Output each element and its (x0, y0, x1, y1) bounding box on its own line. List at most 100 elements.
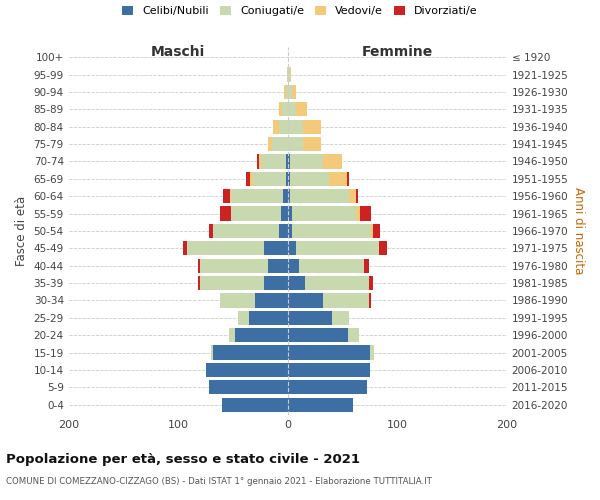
Bar (292, 206, 356, 220)
Bar (287, 224, 292, 238)
Bar (257, 154, 259, 168)
Bar (356, 206, 360, 220)
Legend: Celibi/Nubili, Coniugati/e, Vedovi/e, Divorziati/e: Celibi/Nubili, Coniugati/e, Vedovi/e, Di… (122, 6, 478, 16)
Bar (231, 189, 283, 204)
Text: COMUNE DI COMEZZANO-CIZZAGO (BS) - Dati ISTAT 1° gennaio 2021 - Elaborazione TUT: COMUNE DI COMEZZANO-CIZZAGO (BS) - Dati … (6, 478, 432, 486)
Bar (287, 398, 353, 412)
Bar (279, 120, 287, 134)
Bar (290, 154, 323, 168)
Bar (287, 85, 292, 99)
Y-axis label: Fasce di età: Fasce di età (15, 196, 28, 266)
Bar (220, 294, 255, 308)
Bar (284, 85, 286, 99)
Bar (347, 172, 349, 186)
Bar (369, 276, 373, 290)
Bar (238, 310, 250, 325)
Bar (263, 276, 287, 290)
Bar (287, 172, 290, 186)
Bar (200, 258, 268, 273)
Bar (299, 258, 364, 273)
Bar (356, 189, 358, 204)
Bar (253, 172, 286, 186)
Bar (292, 85, 296, 99)
Bar (250, 172, 253, 186)
Bar (290, 189, 349, 204)
Bar (198, 258, 200, 273)
Bar (303, 120, 320, 134)
Text: Femmine: Femmine (362, 45, 433, 59)
Bar (287, 241, 296, 256)
Bar (290, 68, 291, 82)
Bar (287, 310, 331, 325)
Bar (286, 85, 287, 99)
Bar (279, 102, 282, 117)
Bar (182, 241, 187, 256)
Bar (274, 120, 279, 134)
Bar (283, 189, 287, 204)
Y-axis label: Anni di nascita: Anni di nascita (572, 188, 585, 274)
Bar (323, 294, 369, 308)
Bar (230, 189, 231, 204)
Bar (268, 258, 287, 273)
Text: Popolazione per età, sesso e stato civile - 2021: Popolazione per età, sesso e stato civil… (6, 452, 360, 466)
Bar (287, 102, 296, 117)
Bar (287, 363, 370, 377)
Bar (279, 224, 287, 238)
Bar (370, 346, 374, 360)
Bar (200, 276, 263, 290)
Bar (348, 328, 359, 342)
Bar (292, 224, 371, 238)
Bar (287, 68, 290, 82)
Bar (287, 380, 367, 394)
Bar (305, 276, 369, 290)
Bar (213, 346, 287, 360)
Bar (364, 258, 369, 273)
Bar (220, 206, 231, 220)
Bar (223, 189, 230, 204)
Bar (262, 154, 286, 168)
Bar (250, 310, 287, 325)
Bar (286, 172, 287, 186)
Bar (229, 328, 235, 342)
Bar (187, 241, 263, 256)
Bar (290, 172, 329, 186)
Bar (329, 172, 347, 186)
Bar (296, 102, 307, 117)
Bar (259, 154, 262, 168)
Bar (373, 224, 380, 238)
Bar (209, 380, 287, 394)
Bar (287, 294, 323, 308)
Text: Maschi: Maschi (151, 45, 205, 59)
Bar (246, 172, 250, 186)
Bar (296, 241, 379, 256)
Bar (287, 154, 290, 168)
Bar (331, 310, 349, 325)
Bar (282, 102, 287, 117)
Bar (231, 206, 281, 220)
Bar (255, 294, 287, 308)
Bar (235, 328, 287, 342)
Bar (272, 137, 287, 151)
Bar (349, 189, 356, 204)
Bar (323, 154, 343, 168)
Bar (281, 206, 287, 220)
Bar (206, 363, 287, 377)
Bar (268, 137, 272, 151)
Bar (287, 120, 303, 134)
Bar (371, 224, 373, 238)
Bar (287, 206, 292, 220)
Bar (287, 276, 305, 290)
Bar (287, 346, 370, 360)
Bar (211, 346, 213, 360)
Bar (287, 328, 348, 342)
Bar (287, 258, 299, 273)
Bar (286, 154, 287, 168)
Bar (222, 398, 287, 412)
Bar (198, 276, 200, 290)
Bar (379, 241, 388, 256)
Bar (287, 137, 303, 151)
Bar (213, 224, 279, 238)
Bar (209, 224, 213, 238)
Bar (360, 206, 371, 220)
Bar (263, 241, 287, 256)
